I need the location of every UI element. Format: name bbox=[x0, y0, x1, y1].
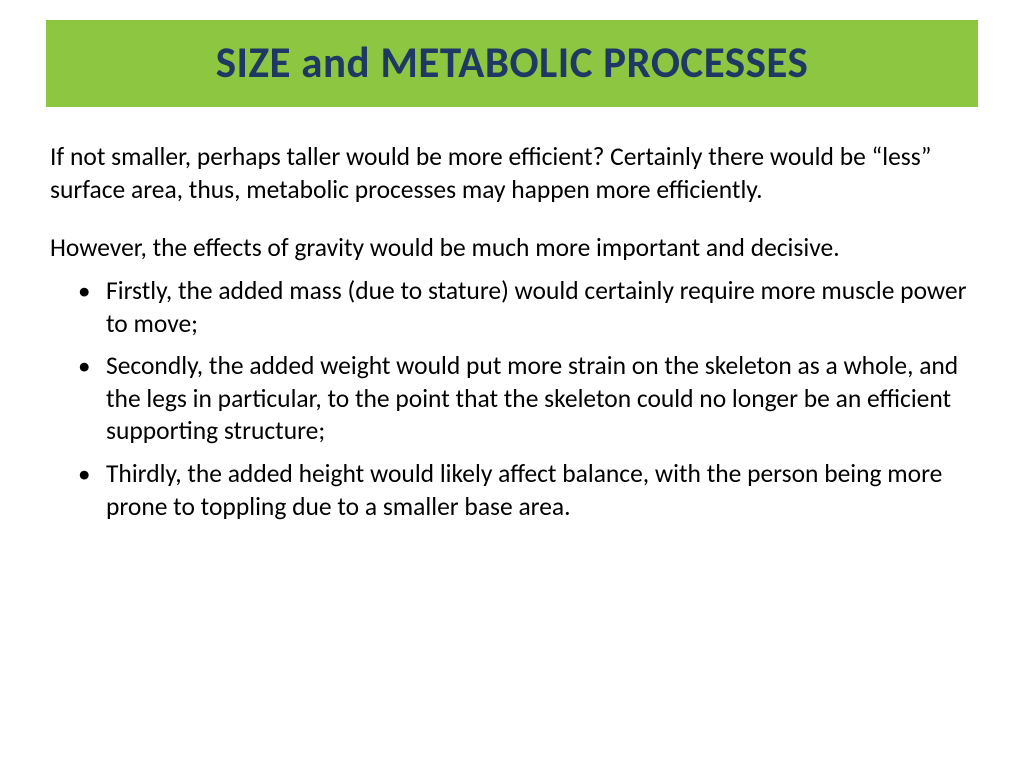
slide: SIZE and METABOLIC PROCESSES If not smal… bbox=[0, 0, 1024, 768]
intro-paragraph-1: If not smaller, perhaps taller would be … bbox=[50, 141, 974, 206]
slide-body: If not smaller, perhaps taller would be … bbox=[46, 141, 978, 523]
bullet-item: Firstly, the added mass (due to stature)… bbox=[78, 275, 974, 340]
title-bar: SIZE and METABOLIC PROCESSES bbox=[46, 20, 978, 107]
intro-paragraph-2: However, the effects of gravity would be… bbox=[50, 232, 974, 265]
bullet-item: Secondly, the added weight would put mor… bbox=[78, 350, 974, 448]
slide-title: SIZE and METABOLIC PROCESSES bbox=[56, 36, 968, 89]
bullet-list: Firstly, the added mass (due to stature)… bbox=[50, 275, 974, 523]
bullet-item: Thirdly, the added height would likely a… bbox=[78, 458, 974, 523]
